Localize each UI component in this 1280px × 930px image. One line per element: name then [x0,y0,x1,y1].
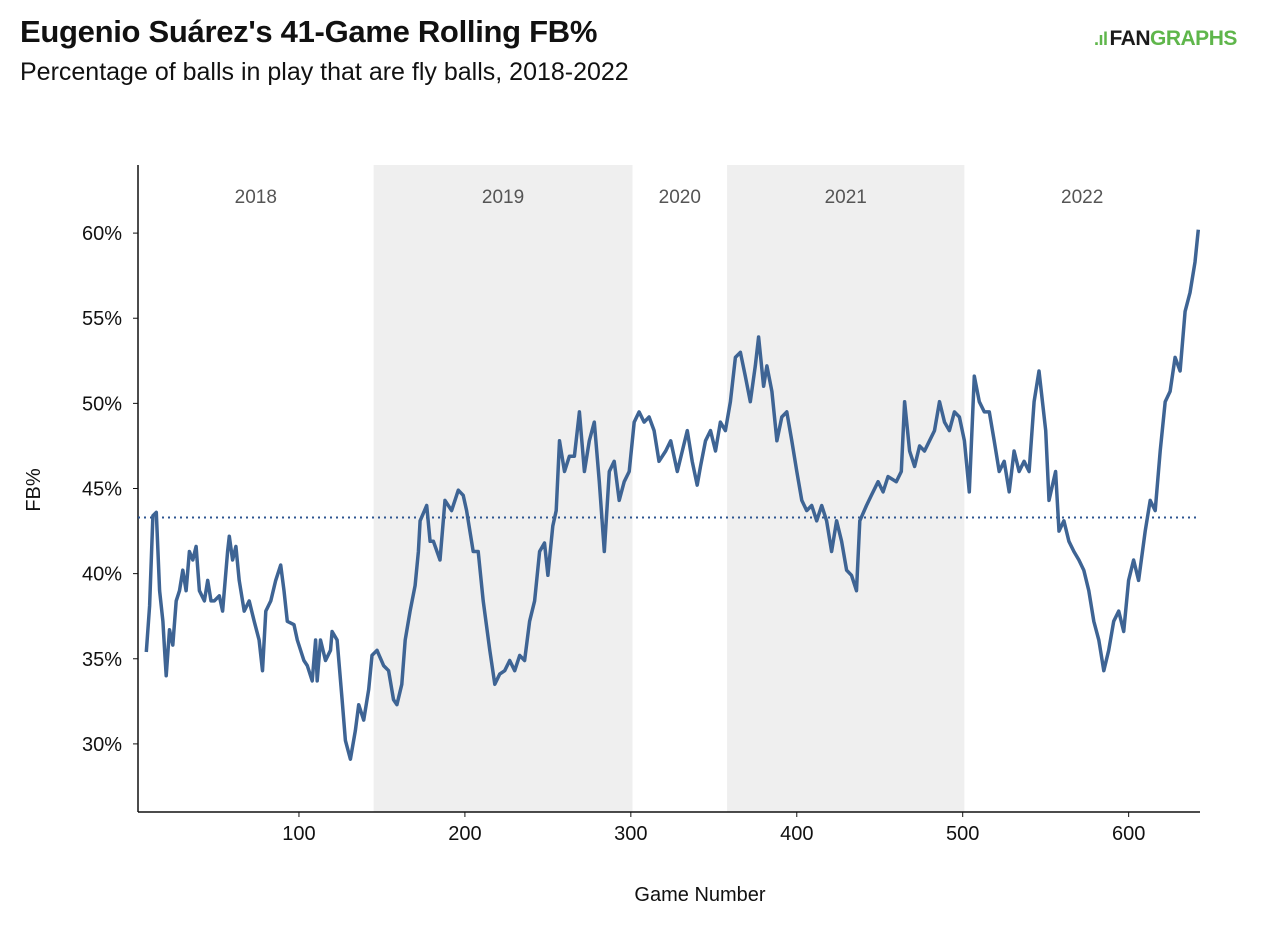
y-tick-label: 50% [82,393,122,415]
y-tick-label: 45% [82,479,122,501]
y-tick-label: 55% [82,308,122,330]
chart-title: Eugenio Suárez's 41-Game Rolling FB% [20,14,598,49]
x-tick-label: 400 [780,823,813,845]
season-label-2021: 2021 [825,187,867,208]
y-tick-label: 35% [82,649,122,671]
season-bands [373,165,965,812]
x-tick-label: 300 [614,823,647,845]
y-tick-label: 60% [82,223,122,245]
x-tick-label: 600 [1112,823,1145,845]
season-band-2021 [727,165,965,812]
logo-fan: FAN [1109,27,1151,50]
x-tick-label: 200 [448,823,481,845]
season-label-2022: 2022 [1061,187,1103,208]
logo-graphs: GRAPHS [1150,27,1237,50]
season-label-2020: 2020 [659,187,701,208]
y-tick-label: 40% [82,564,122,586]
logo-mark-icon: .ıl [1094,29,1108,49]
x-tick-label: 100 [282,823,315,845]
chart-subtitle: Percentage of balls in play that are fly… [20,58,629,86]
fangraphs-logo: .ılFANGRAPHS [1094,27,1237,51]
y-axis-title: FB% [23,468,45,512]
axes: 30% 35% 40% 45% 50% 55% 60% 100 200 300 400 500 600 [82,165,1200,845]
series-line [144,229,1201,761]
season-labels: 2018 2019 2020 2021 2022 [235,187,1104,208]
season-label-2019: 2019 [482,187,524,208]
season-band-2019 [373,165,633,812]
y-tick-label: 30% [82,734,122,756]
x-tick-label: 500 [946,823,979,845]
season-label-2018: 2018 [235,187,277,208]
x-axis-title: Game Number [634,884,765,906]
